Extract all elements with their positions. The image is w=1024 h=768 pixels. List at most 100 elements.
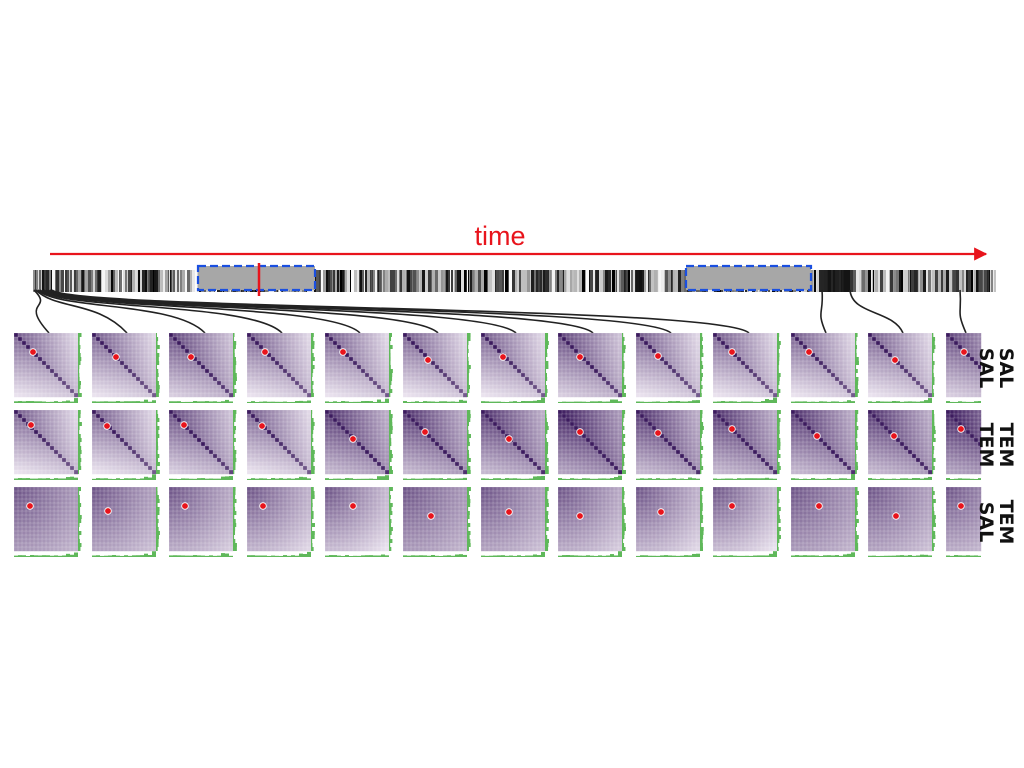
matrix-cell: [151, 388, 157, 394]
matrix-cell: [561, 336, 567, 342]
matrix-cell: [961, 356, 967, 362]
matrix-cell: [65, 413, 71, 419]
timeline-tick: [908, 270, 909, 292]
matrix-cell: [95, 437, 101, 443]
histogram-bar: [116, 401, 120, 403]
matrix-panel[interactable]: [91, 332, 160, 403]
matrix-cell: [111, 332, 117, 338]
timeline-tick: [886, 270, 889, 292]
matrix-cell: [643, 340, 649, 346]
matrix-cell: [224, 437, 230, 443]
matrix-cell: [53, 384, 59, 390]
matrix-cell: [712, 368, 718, 374]
matrix-cell: [911, 380, 917, 386]
matrix-cell: [635, 336, 641, 342]
matrix-panel[interactable]: [246, 332, 315, 403]
matrix-cell: [294, 344, 300, 350]
matrix-cell: [953, 380, 959, 386]
matrix-panel[interactable]: [790, 332, 859, 403]
matrix-cell: [756, 340, 762, 346]
matrix-panel[interactable]: [480, 332, 549, 403]
matrix-panel[interactable]: [324, 332, 393, 403]
matrix-cell: [200, 384, 206, 390]
matrix-cell: [91, 364, 97, 370]
matrix-cell: [450, 380, 456, 386]
matrix-cell: [119, 445, 125, 451]
matrix-cell: [41, 340, 47, 346]
matrix-panel[interactable]: [557, 332, 626, 403]
matrix-cell: [228, 384, 234, 390]
matrix-cell: [977, 392, 982, 398]
matrix-cell: [911, 388, 917, 394]
matrix-cell: [99, 457, 105, 463]
matrix-cell: [25, 380, 31, 386]
matrix-panel[interactable]: [402, 332, 471, 403]
matrix-cell: [540, 344, 546, 350]
matrix-cell: [875, 368, 881, 374]
matrix-cell: [919, 360, 925, 366]
matrix-cell: [406, 344, 412, 350]
matrix-cell: [180, 449, 186, 455]
matrix-cell: [107, 348, 113, 354]
matrix-cell: [915, 368, 921, 374]
matrix-cell: [208, 364, 214, 370]
matrix-cell: [969, 364, 975, 370]
timeline-tick: [148, 270, 149, 292]
histogram-bar: [259, 401, 263, 403]
matrix-panel[interactable]: [635, 332, 704, 403]
matrix-cell: [33, 461, 39, 467]
matrix-cell: [380, 356, 386, 362]
matrix-cell: [228, 372, 234, 378]
matrix-cell: [200, 360, 206, 366]
matrix-cell: [356, 364, 362, 370]
timeline-barcode[interactable]: [33, 270, 996, 292]
matrix-cell: [895, 392, 901, 398]
matrix-panel[interactable]: [945, 332, 982, 403]
matrix-cell: [601, 380, 607, 386]
matrix-panel[interactable]: [168, 409, 237, 480]
matrix-cell: [328, 388, 334, 394]
matrix-cell: [168, 352, 174, 358]
selection-1-box[interactable]: [196, 264, 317, 292]
matrix-cell: [406, 372, 412, 378]
matrix-cell: [168, 417, 174, 423]
matrix-cell: [192, 360, 198, 366]
matrix-cell: [212, 344, 218, 350]
matrix-cell: [593, 340, 599, 346]
matrix-cell: [372, 332, 378, 338]
histogram-bar: [904, 401, 908, 403]
selection-2-box[interactable]: [684, 264, 813, 292]
histogram-bar: [78, 389, 80, 393]
matrix-cell: [919, 364, 925, 370]
matrix-cell: [446, 352, 452, 358]
matrix-cell: [360, 368, 366, 374]
matrix-panel[interactable]: [867, 332, 936, 403]
matrix-cell: [224, 457, 230, 463]
matrix-cell: [17, 384, 23, 390]
matrix-cell: [13, 340, 19, 346]
matrix-cell: [208, 429, 214, 435]
timeline-tick: [119, 270, 120, 292]
matrix-cell: [442, 332, 448, 338]
matrix-cell: [532, 336, 538, 342]
matrix-cell: [65, 441, 71, 447]
matrix-cell: [286, 392, 292, 398]
matrix-panel[interactable]: [91, 409, 160, 480]
matrix-cell: [127, 465, 133, 471]
timeline-tick: [39, 270, 41, 292]
matrix-cell: [480, 348, 486, 354]
matrix-cell: [21, 421, 27, 427]
matrix-panel[interactable]: [168, 332, 237, 403]
matrix-cell: [37, 429, 43, 435]
matrix-panel[interactable]: [712, 332, 781, 403]
matrix-cell: [512, 332, 518, 338]
matrix-cell: [712, 376, 718, 382]
matrix-cell: [605, 384, 611, 390]
matrix-panel[interactable]: [13, 332, 82, 403]
matrix-cell: [410, 340, 416, 346]
timeline-tick: [432, 270, 435, 292]
matrix-cell: [842, 356, 848, 362]
timeline-tick: [564, 270, 566, 292]
matrix-panel[interactable]: [13, 409, 82, 480]
matrix-cell: [802, 380, 808, 386]
